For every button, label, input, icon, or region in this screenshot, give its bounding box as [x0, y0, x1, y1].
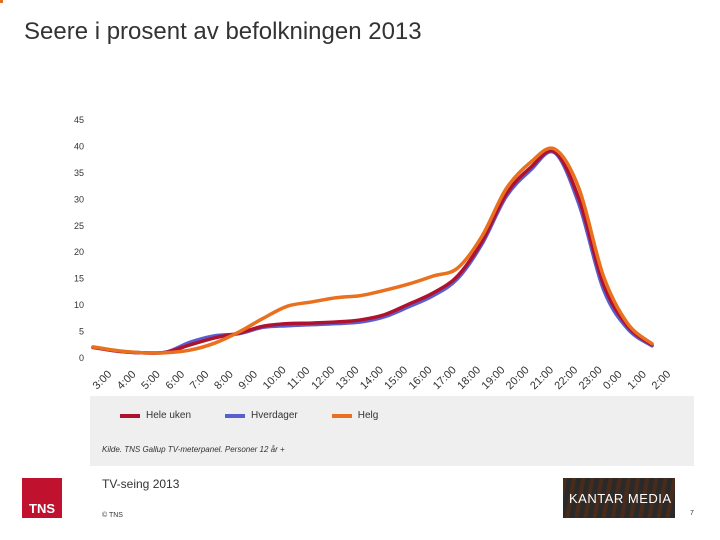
legend-label-helg: Helg	[357, 410, 379, 421]
x-tick-label: 4:00	[115, 368, 139, 392]
x-tick-label: 8:00	[212, 368, 236, 392]
series-line-hele-uken	[91, 148, 654, 355]
legend: Hele uken Hverdager Helg	[120, 410, 378, 421]
x-axis: 3:00 4:00 5:00 6:00 7:00 8:00 9:00 10:0011:0012…	[91, 364, 674, 392]
x-tick-label: 22:00	[552, 364, 580, 392]
x-tick-label: 14:00	[358, 364, 386, 392]
y-tick-label: 30	[74, 194, 84, 204]
series-line-helg	[91, 146, 654, 355]
tns-logo-text: TNS	[29, 501, 55, 516]
y-tick-label: 0	[79, 353, 84, 363]
x-tick-label: 21:00	[528, 364, 556, 392]
x-tick-label: 0:00	[601, 368, 625, 392]
x-tick-label: 11:00	[285, 365, 312, 392]
kantar-logo-pattern	[563, 478, 675, 518]
y-tick-label: 35	[74, 168, 84, 178]
x-tick-label: 23:00	[577, 364, 605, 392]
legend-swatch-hele-uken	[120, 413, 140, 418]
footer-subtitle: TV-seing 2013	[102, 477, 180, 491]
y-tick-label: 20	[74, 247, 84, 257]
y-tick-label: 15	[74, 274, 84, 284]
x-tick-label: 6:00	[164, 368, 188, 392]
page-number: 7	[690, 510, 694, 517]
legend-item-helg: Helg	[331, 410, 379, 421]
x-tick-label: 9:00	[236, 368, 260, 392]
y-tick-label: 5	[79, 327, 84, 337]
legend-label-hverdager: Hverdager	[251, 410, 298, 421]
x-tick-label: 19:00	[480, 364, 508, 392]
line-chart: 0 5 10 15 20 25 30 35 40 45 3:00 4:00 5:00 6:00 7:00 8…	[74, 115, 674, 392]
y-tick-label: 40	[74, 141, 84, 151]
copyright: © TNS	[102, 512, 123, 519]
series-group	[91, 146, 654, 355]
x-tick-label: 3:00	[91, 368, 115, 392]
accent-mark	[0, 0, 3, 3]
x-tick-label: 16:00	[407, 364, 435, 392]
x-tick-label: 7:00	[188, 368, 212, 392]
legend-swatch-hverdager	[225, 413, 246, 418]
legend-item-hverdager: Hverdager	[225, 410, 298, 421]
source-note: Kilde. TNS Gallup TV-meterpanel. Persone…	[102, 445, 285, 454]
x-tick-label: 1:00	[625, 368, 649, 392]
tns-logo: TNS	[22, 478, 62, 518]
kantar-logo-text: KANTAR MEDIA	[569, 491, 672, 506]
x-tick-label: 13:00	[334, 364, 362, 392]
y-tick-label: 25	[74, 221, 84, 231]
y-tick-label: 10	[74, 300, 84, 310]
legend-item-hele-uken: Hele uken	[120, 410, 191, 421]
x-tick-label: 5:00	[139, 368, 163, 392]
series-line-hverdager	[91, 149, 654, 355]
legend-label-hele-uken: Hele uken	[146, 410, 192, 421]
legend-swatch-helg	[331, 413, 352, 418]
x-tick-label: 12:00	[309, 364, 337, 392]
legend-background	[90, 396, 694, 466]
x-tick-label: 10:00	[261, 364, 289, 392]
x-tick-label: 2:00	[650, 368, 674, 392]
y-axis: 0 5 10 15 20 25 30 35 40 45	[74, 115, 84, 363]
x-tick-label: 20:00	[504, 364, 532, 392]
page-title: Seere i prosent av befolkningen 2013	[24, 18, 422, 45]
x-tick-label: 17:00	[431, 364, 459, 392]
x-tick-label: 15:00	[382, 364, 410, 392]
y-tick-label: 45	[74, 115, 84, 125]
kantar-media-logo: KANTAR MEDIA	[563, 478, 675, 518]
x-tick-label: 18:00	[455, 364, 483, 392]
